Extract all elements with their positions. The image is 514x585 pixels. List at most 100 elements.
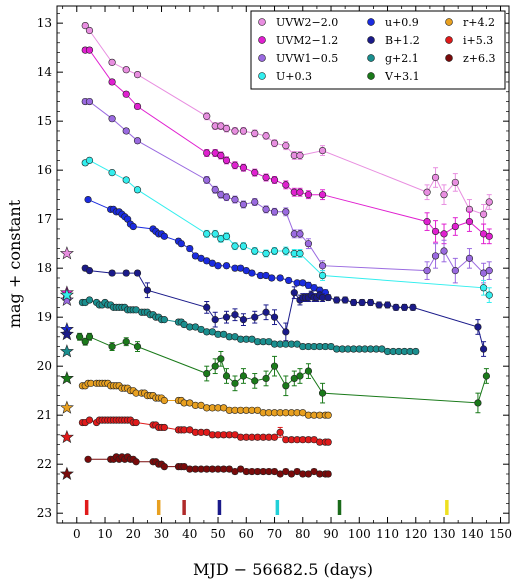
- data-point: [262, 132, 270, 140]
- data-point: [350, 298, 358, 307]
- star-marker-uvw2-2-0: [59, 246, 74, 260]
- data-point: [270, 433, 279, 441]
- star-marker-v-3-1: [59, 371, 74, 385]
- legend-box: [250, 10, 506, 90]
- y-tick-label: 22: [37, 457, 52, 471]
- data-point: [465, 218, 474, 226]
- x-tick-label: 20: [126, 527, 141, 541]
- data-point: [143, 286, 151, 294]
- x-tick-label: 50: [210, 527, 225, 541]
- data-point: [451, 178, 459, 187]
- data-point: [431, 227, 440, 236]
- data-point: [400, 303, 409, 311]
- legend-marker: [367, 72, 375, 80]
- y-tick-label: 14: [37, 65, 53, 79]
- legend-label: i+5.3: [463, 34, 493, 47]
- data-point: [318, 389, 327, 397]
- data-point: [133, 269, 142, 277]
- legend-label: UVW2−2.0: [276, 16, 338, 29]
- x-tick-label: 30: [154, 527, 169, 541]
- data-point: [423, 188, 431, 196]
- data-point: [282, 382, 290, 390]
- data-point: [203, 112, 211, 120]
- data-point: [85, 416, 94, 424]
- legend-entry-u-0-9: u+0.9: [367, 16, 419, 29]
- data-point: [222, 232, 231, 240]
- data-point: [122, 176, 130, 184]
- data-point: [324, 470, 332, 478]
- data-point: [239, 127, 248, 135]
- legend-marker: [367, 36, 375, 44]
- legend-entry-z-6-3: z+6.3: [445, 52, 496, 65]
- data-point: [282, 142, 290, 150]
- data-point: [133, 71, 142, 79]
- data-point: [203, 176, 211, 184]
- data-point: [222, 193, 231, 201]
- legend-marker: [258, 72, 266, 80]
- data-point: [186, 244, 194, 253]
- data-point: [239, 200, 248, 209]
- data-point: [251, 169, 259, 177]
- data-point: [203, 369, 211, 378]
- data-point: [81, 22, 89, 30]
- legend-label: u+0.9: [385, 16, 419, 29]
- data-point: [440, 230, 448, 238]
- data-point: [318, 271, 327, 280]
- data-point: [296, 188, 304, 196]
- data-point: [85, 97, 94, 106]
- plot-frame: [56, 5, 510, 524]
- data-point: [108, 169, 116, 177]
- legend-marker: [445, 54, 453, 62]
- series-i-5-3: [78, 416, 332, 446]
- data-point: [160, 232, 168, 240]
- data-point: [217, 151, 225, 160]
- legend-label: B+1.2: [385, 34, 420, 47]
- data-point: [262, 308, 270, 316]
- legend-marker: [258, 18, 266, 26]
- data-point: [203, 230, 211, 238]
- data-point: [318, 262, 327, 270]
- legend-entry-i-5-3: i+5.3: [445, 34, 493, 47]
- data-point: [85, 333, 94, 341]
- data-point: [409, 303, 417, 311]
- series-line: [79, 336, 487, 404]
- data-point: [262, 205, 270, 213]
- x-tick-label: 130: [433, 527, 456, 541]
- data-point: [341, 296, 349, 304]
- data-point: [211, 230, 219, 238]
- data-point: [276, 428, 284, 436]
- data-point: [133, 102, 142, 111]
- legend: UVW2−2.0 UVM2−1.2 UVW1−0.5 U+0.3 u+0.9 B+1.2 g…: [250, 10, 506, 90]
- legend-marker: [367, 18, 375, 26]
- data-point: [296, 249, 304, 258]
- legend-marker: [258, 36, 266, 44]
- x-tick-label: 120: [404, 527, 427, 541]
- data-point: [431, 173, 440, 182]
- data-point: [129, 222, 137, 231]
- data-point: [282, 328, 290, 336]
- y-tick-label: 19: [37, 310, 52, 324]
- data-point: [451, 222, 459, 231]
- series-g-2-1: [78, 296, 420, 356]
- data-point: [160, 463, 168, 471]
- data-point: [282, 208, 290, 216]
- data-point: [290, 289, 298, 297]
- x-tick-label: 90: [323, 527, 338, 541]
- legend-marker: [367, 54, 375, 62]
- data-point: [133, 137, 142, 145]
- data-point: [211, 316, 219, 324]
- data-point: [482, 372, 491, 380]
- legend-entry-b-1-2: B+1.2: [367, 34, 420, 47]
- legend-marker: [445, 18, 453, 26]
- data-point: [84, 455, 92, 463]
- x-tick-label: 0: [73, 527, 81, 541]
- y-tick-label: 16: [37, 163, 52, 177]
- data-point: [222, 262, 231, 270]
- data-point: [479, 210, 488, 218]
- legend-label: U+0.3: [276, 70, 312, 83]
- data-point: [251, 313, 259, 321]
- data-point: [485, 267, 493, 275]
- data-point: [479, 345, 488, 353]
- data-point: [270, 313, 279, 321]
- data-point: [296, 151, 304, 160]
